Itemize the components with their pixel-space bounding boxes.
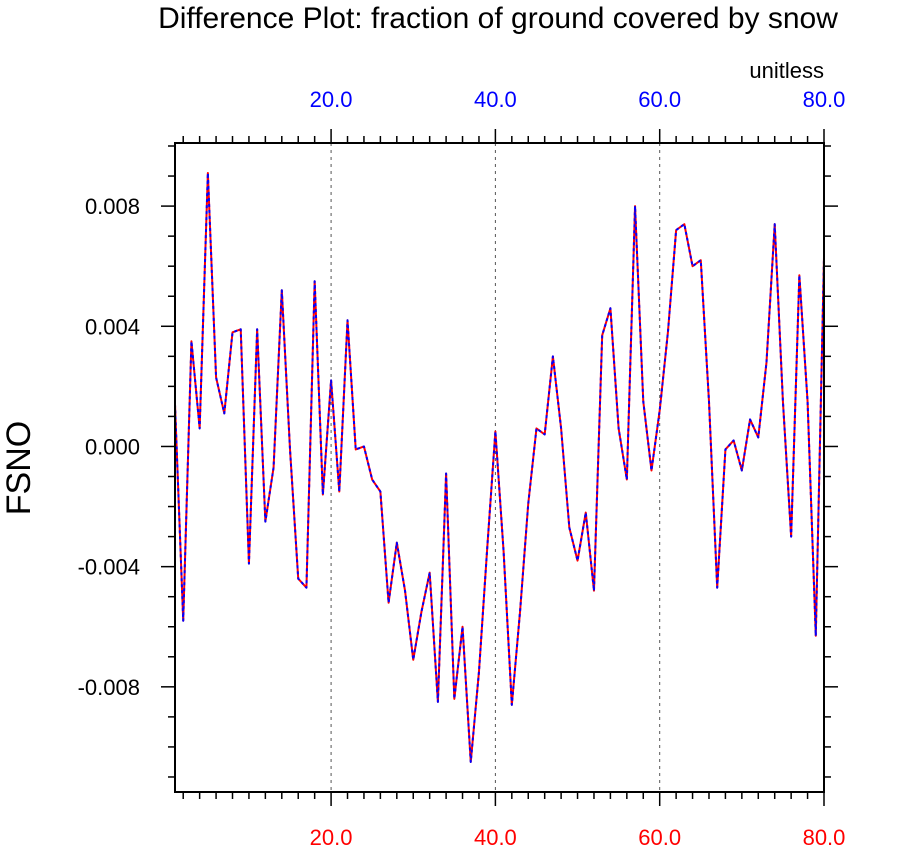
x-tick-label-bottom: 20.0: [310, 825, 353, 850]
series-blue-line: [174, 172, 825, 763]
plot-frame: [174, 142, 825, 793]
x-tick-label-top: 40.0: [474, 87, 517, 112]
y-tick-label: 0.000: [85, 434, 140, 459]
x-tick-label-bottom: 60.0: [638, 825, 681, 850]
chart-title: Difference Plot: fraction of ground cove…: [158, 2, 838, 35]
tick-labels: 0.008 0.004 0.000 -0.004 -0.008 20.0 40.0 60.0 8…: [78, 87, 846, 850]
series-red-line: [174, 172, 825, 763]
axis-ticks: [161, 129, 838, 806]
x-gridlines: [330, 143, 661, 792]
units-label: unitless: [749, 58, 824, 83]
y-tick-label: -0.004: [78, 555, 140, 580]
y-axis-label: FSNO: [0, 421, 38, 515]
x-tick-label-bottom: 40.0: [474, 825, 517, 850]
y-tick-label: 0.008: [85, 194, 140, 219]
data-series: [174, 172, 825, 763]
y-tick-label: -0.008: [78, 675, 140, 700]
x-tick-label-top: 60.0: [638, 87, 681, 112]
x-tick-label-top: 80.0: [803, 87, 846, 112]
y-tick-label: 0.004: [85, 314, 140, 339]
x-tick-label-top: 20.0: [310, 87, 353, 112]
x-tick-label-bottom: 80.0: [803, 825, 846, 850]
